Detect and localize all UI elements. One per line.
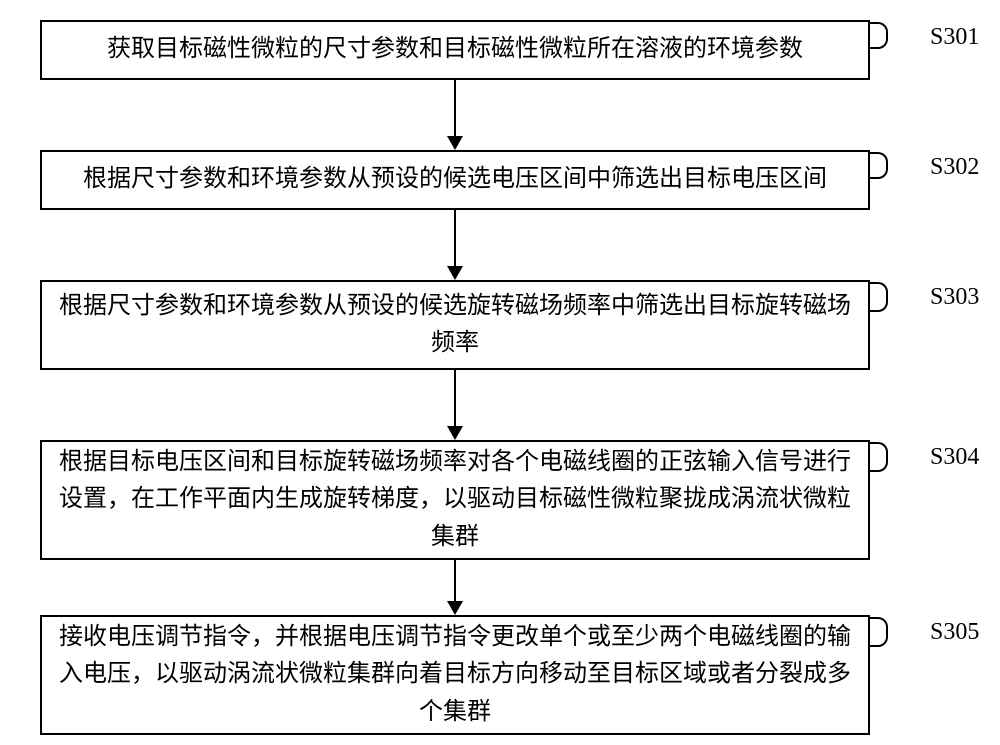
step-bracket [870,282,888,312]
step-text: 获取目标磁性微粒的尺寸参数和目标磁性微粒所在溶液的环境参数 [107,31,803,68]
arrow-line [454,370,456,426]
step-label: S302 [930,154,979,181]
step-box: 获取目标磁性微粒的尺寸参数和目标磁性微粒所在溶液的环境参数 [40,20,870,80]
arrow-head-icon [447,266,463,280]
step-label: S305 [930,619,979,646]
step-box: 接收电压调节指令，并根据电压调节指令更改单个或至少两个电磁线圈的输入电压，以驱动… [40,615,870,735]
step-box: 根据目标电压区间和目标旋转磁场频率对各个电磁线圈的正弦输入信号进行设置，在工作平… [40,440,870,560]
step-bracket [870,152,888,179]
arrow-head-icon [447,136,463,150]
step-text: 根据目标电压区间和目标旋转磁场频率对各个电磁线圈的正弦输入信号进行设置，在工作平… [58,444,852,556]
step-bracket [870,617,888,647]
step-text: 接收电压调节指令，并根据电压调节指令更改单个或至少两个电磁线圈的输入电压，以驱动… [58,619,852,731]
step-label: S303 [930,284,979,311]
step-label: S301 [930,24,979,51]
arrow-line [454,80,456,136]
arrow-line [454,560,456,601]
arrow-line [454,210,456,266]
step-box: 根据尺寸参数和环境参数从预设的候选旋转磁场频率中筛选出目标旋转磁场频率 [40,280,870,370]
step-label: S304 [930,444,979,471]
step-bracket [870,22,888,49]
step-text: 根据尺寸参数和环境参数从预设的候选旋转磁场频率中筛选出目标旋转磁场频率 [58,288,852,362]
step-text: 根据尺寸参数和环境参数从预设的候选电压区间中筛选出目标电压区间 [83,161,827,198]
step-bracket [870,442,888,472]
step-box: 根据尺寸参数和环境参数从预设的候选电压区间中筛选出目标电压区间 [40,150,870,210]
arrow-head-icon [447,426,463,440]
arrow-head-icon [447,601,463,615]
flowchart-canvas: 获取目标磁性微粒的尺寸参数和目标磁性微粒所在溶液的环境参数 S301 根据尺寸参数和… [0,0,1000,745]
